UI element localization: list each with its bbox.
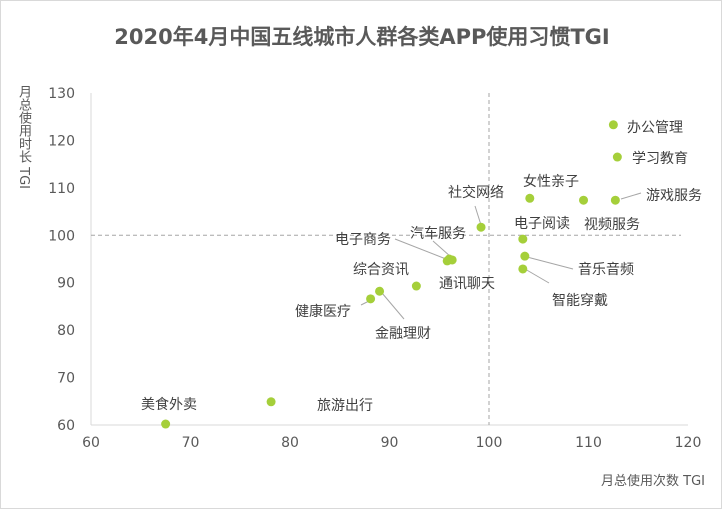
y-tick-label: 60 [57, 418, 75, 434]
data-label: 健康医疗 [295, 303, 351, 320]
y-tick-label: 130 [48, 86, 75, 102]
data-label: 视频服务 [584, 217, 640, 233]
data-point [375, 286, 385, 296]
y-axis-label: 月总使用时长 TGI [16, 85, 31, 189]
y-tick-label: 80 [57, 323, 75, 339]
y-tick-label: 90 [57, 276, 75, 292]
leader-line [526, 256, 574, 270]
x-axis-label: 月总使用次数 TGI [601, 474, 705, 489]
x-tick-label: 70 [182, 435, 200, 451]
data-label: 智能穿戴 [552, 293, 608, 309]
data-point [366, 294, 376, 304]
data-label: 旅游出行 [317, 398, 373, 414]
data-label: 美食外卖 [141, 396, 197, 413]
leader-line [620, 192, 642, 200]
data-point [161, 419, 171, 429]
data-point [411, 281, 421, 291]
data-label: 汽车服务 [410, 225, 466, 242]
y-tick-label: 70 [57, 371, 75, 387]
data-label: 办公管理 [627, 120, 683, 136]
x-tick-label: 90 [381, 435, 399, 451]
data-point [476, 222, 486, 232]
data-point [579, 195, 589, 205]
data-point [266, 397, 276, 407]
data-label: 电子商务 [335, 232, 391, 248]
data-point [518, 264, 528, 274]
x-tick-label: 110 [575, 435, 602, 451]
leader-line [394, 238, 447, 260]
data-label: 游戏服务 [646, 188, 702, 204]
y-tick-label: 120 [48, 133, 75, 149]
leader-line [524, 268, 550, 284]
x-tick-label: 100 [476, 435, 503, 451]
data-point [612, 152, 622, 162]
data-label: 学习教育 [632, 151, 688, 167]
data-point [520, 251, 530, 261]
leader-line [432, 240, 452, 258]
y-tick-label: 100 [48, 228, 75, 244]
data-label: 金融理财 [375, 326, 431, 342]
data-point [608, 120, 618, 130]
data-label: 电子阅读 [514, 215, 570, 232]
data-point [518, 234, 528, 244]
leader-line [381, 292, 405, 320]
x-tick-label: 60 [82, 435, 100, 451]
x-tick-label: 120 [675, 435, 702, 451]
y-tick-label: 110 [48, 181, 75, 197]
chart-title: 2020年4月中国五线城市人群各类APP使用习惯TGI [114, 25, 610, 49]
data-label: 通讯聊天 [439, 276, 495, 292]
data-point [525, 193, 535, 203]
x-tick-label: 80 [281, 435, 299, 451]
leader-line [474, 205, 482, 226]
data-label: 综合资讯 [353, 262, 409, 278]
data-label: 音乐音频 [578, 261, 634, 278]
data-point [444, 254, 454, 264]
data-label: 女性亲子 [523, 173, 579, 190]
data-label: 社交网络 [448, 184, 504, 201]
data-point [610, 195, 620, 205]
